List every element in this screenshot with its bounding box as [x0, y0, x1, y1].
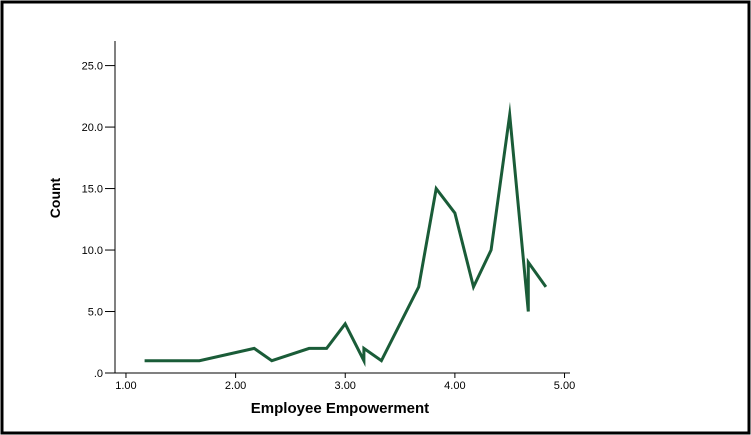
x-tick-label: 3.00: [335, 380, 356, 392]
series-group: [144, 101, 548, 367]
axis-ticks: .0 5.0 10.0 15.0 20.0 25.0 1.00 2.00 3.00 4.00 5.0…: [82, 61, 576, 392]
y-tick-label: 5.0: [88, 307, 103, 319]
y-tick-label: 10.0: [82, 245, 103, 257]
y-tick-label: .0: [94, 368, 103, 380]
x-tick-label: 4.00: [444, 380, 465, 392]
y-tick-label: 20.0: [82, 122, 103, 134]
x-tick-label: 1.00: [115, 380, 136, 392]
y-tick-label: 25.0: [82, 61, 103, 73]
y-tick-label: 15.0: [82, 184, 103, 196]
series-line: [144, 101, 548, 367]
chart-axes: [114, 41, 570, 374]
x-axis-title: Employee Empowerment: [251, 400, 429, 417]
y-axis-title: Count: [47, 177, 63, 218]
x-tick-label: 5.00: [554, 380, 575, 392]
x-tick-label: 2.00: [225, 380, 246, 392]
